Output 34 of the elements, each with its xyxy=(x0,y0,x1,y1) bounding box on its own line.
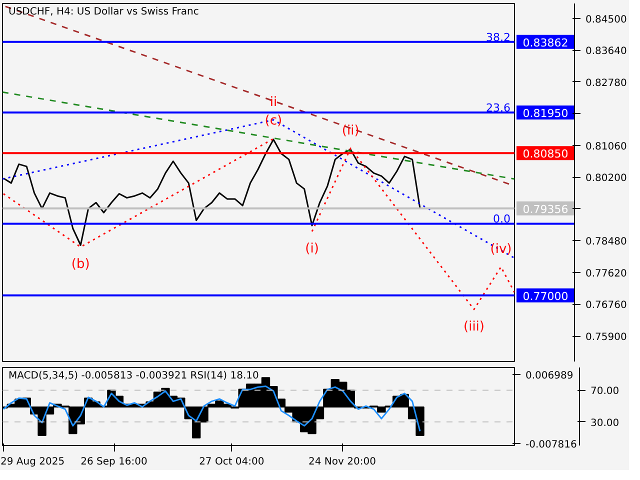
ref-line-label: 0.80850 xyxy=(522,148,568,161)
y-tick-label: -0.007816 xyxy=(526,440,577,451)
y-tick-label: 0.83640 xyxy=(586,46,627,58)
ref-line-label: 0.83862 xyxy=(522,36,568,50)
annotation: (b) xyxy=(71,256,90,272)
ref-line-label: 0.77000 xyxy=(522,290,568,303)
annotation: (c) xyxy=(264,114,282,129)
ref-line-label: 0.79356 xyxy=(522,202,568,216)
y-tick-label: 0.84500 xyxy=(586,14,627,26)
y-tick-label: 0.006989 xyxy=(526,370,574,382)
x-tick-label: 24 Nov 20:00 xyxy=(308,456,376,468)
y-tick-label: 0.76760 xyxy=(586,300,627,312)
annotation: (iii) xyxy=(464,319,484,334)
chart-title: MACD(5,34,5) -0.005813 -0.003921 RSI(14) 18.10 xyxy=(8,370,259,382)
y-tick-label: 0.78480 xyxy=(586,236,627,248)
annotation: 23.6 xyxy=(486,101,511,114)
x-tick-label: 29 Aug 2025 xyxy=(0,456,65,468)
annotation: ii xyxy=(270,94,278,110)
x-tick-label: 26 Sep 16:00 xyxy=(80,456,148,468)
annotation: (i) xyxy=(305,241,319,256)
y-tick-label: 0.82780 xyxy=(586,78,627,89)
ref-line-label: 0.81950 xyxy=(522,106,568,120)
y-tick-label: 0.75900 xyxy=(586,332,627,344)
y-tick-label: 0.81060 xyxy=(586,141,627,152)
annotation: 0.0 xyxy=(493,212,511,226)
x-tick-label: 27 Oct 04:00 xyxy=(199,456,264,468)
chart-title: USDCHF, H4: US Dollar vs Swiss Franc xyxy=(8,6,199,18)
y-tick-label: 0.77620 xyxy=(586,268,627,280)
y2-tick-label: 30.00 xyxy=(590,418,620,429)
annotation: (iv) xyxy=(490,242,512,257)
annotation: 38.2 xyxy=(486,30,511,44)
annotation: (ii) xyxy=(342,123,360,138)
y-tick-label: 0.80200 xyxy=(586,173,627,184)
y2-tick-label: 70.00 xyxy=(590,386,620,398)
